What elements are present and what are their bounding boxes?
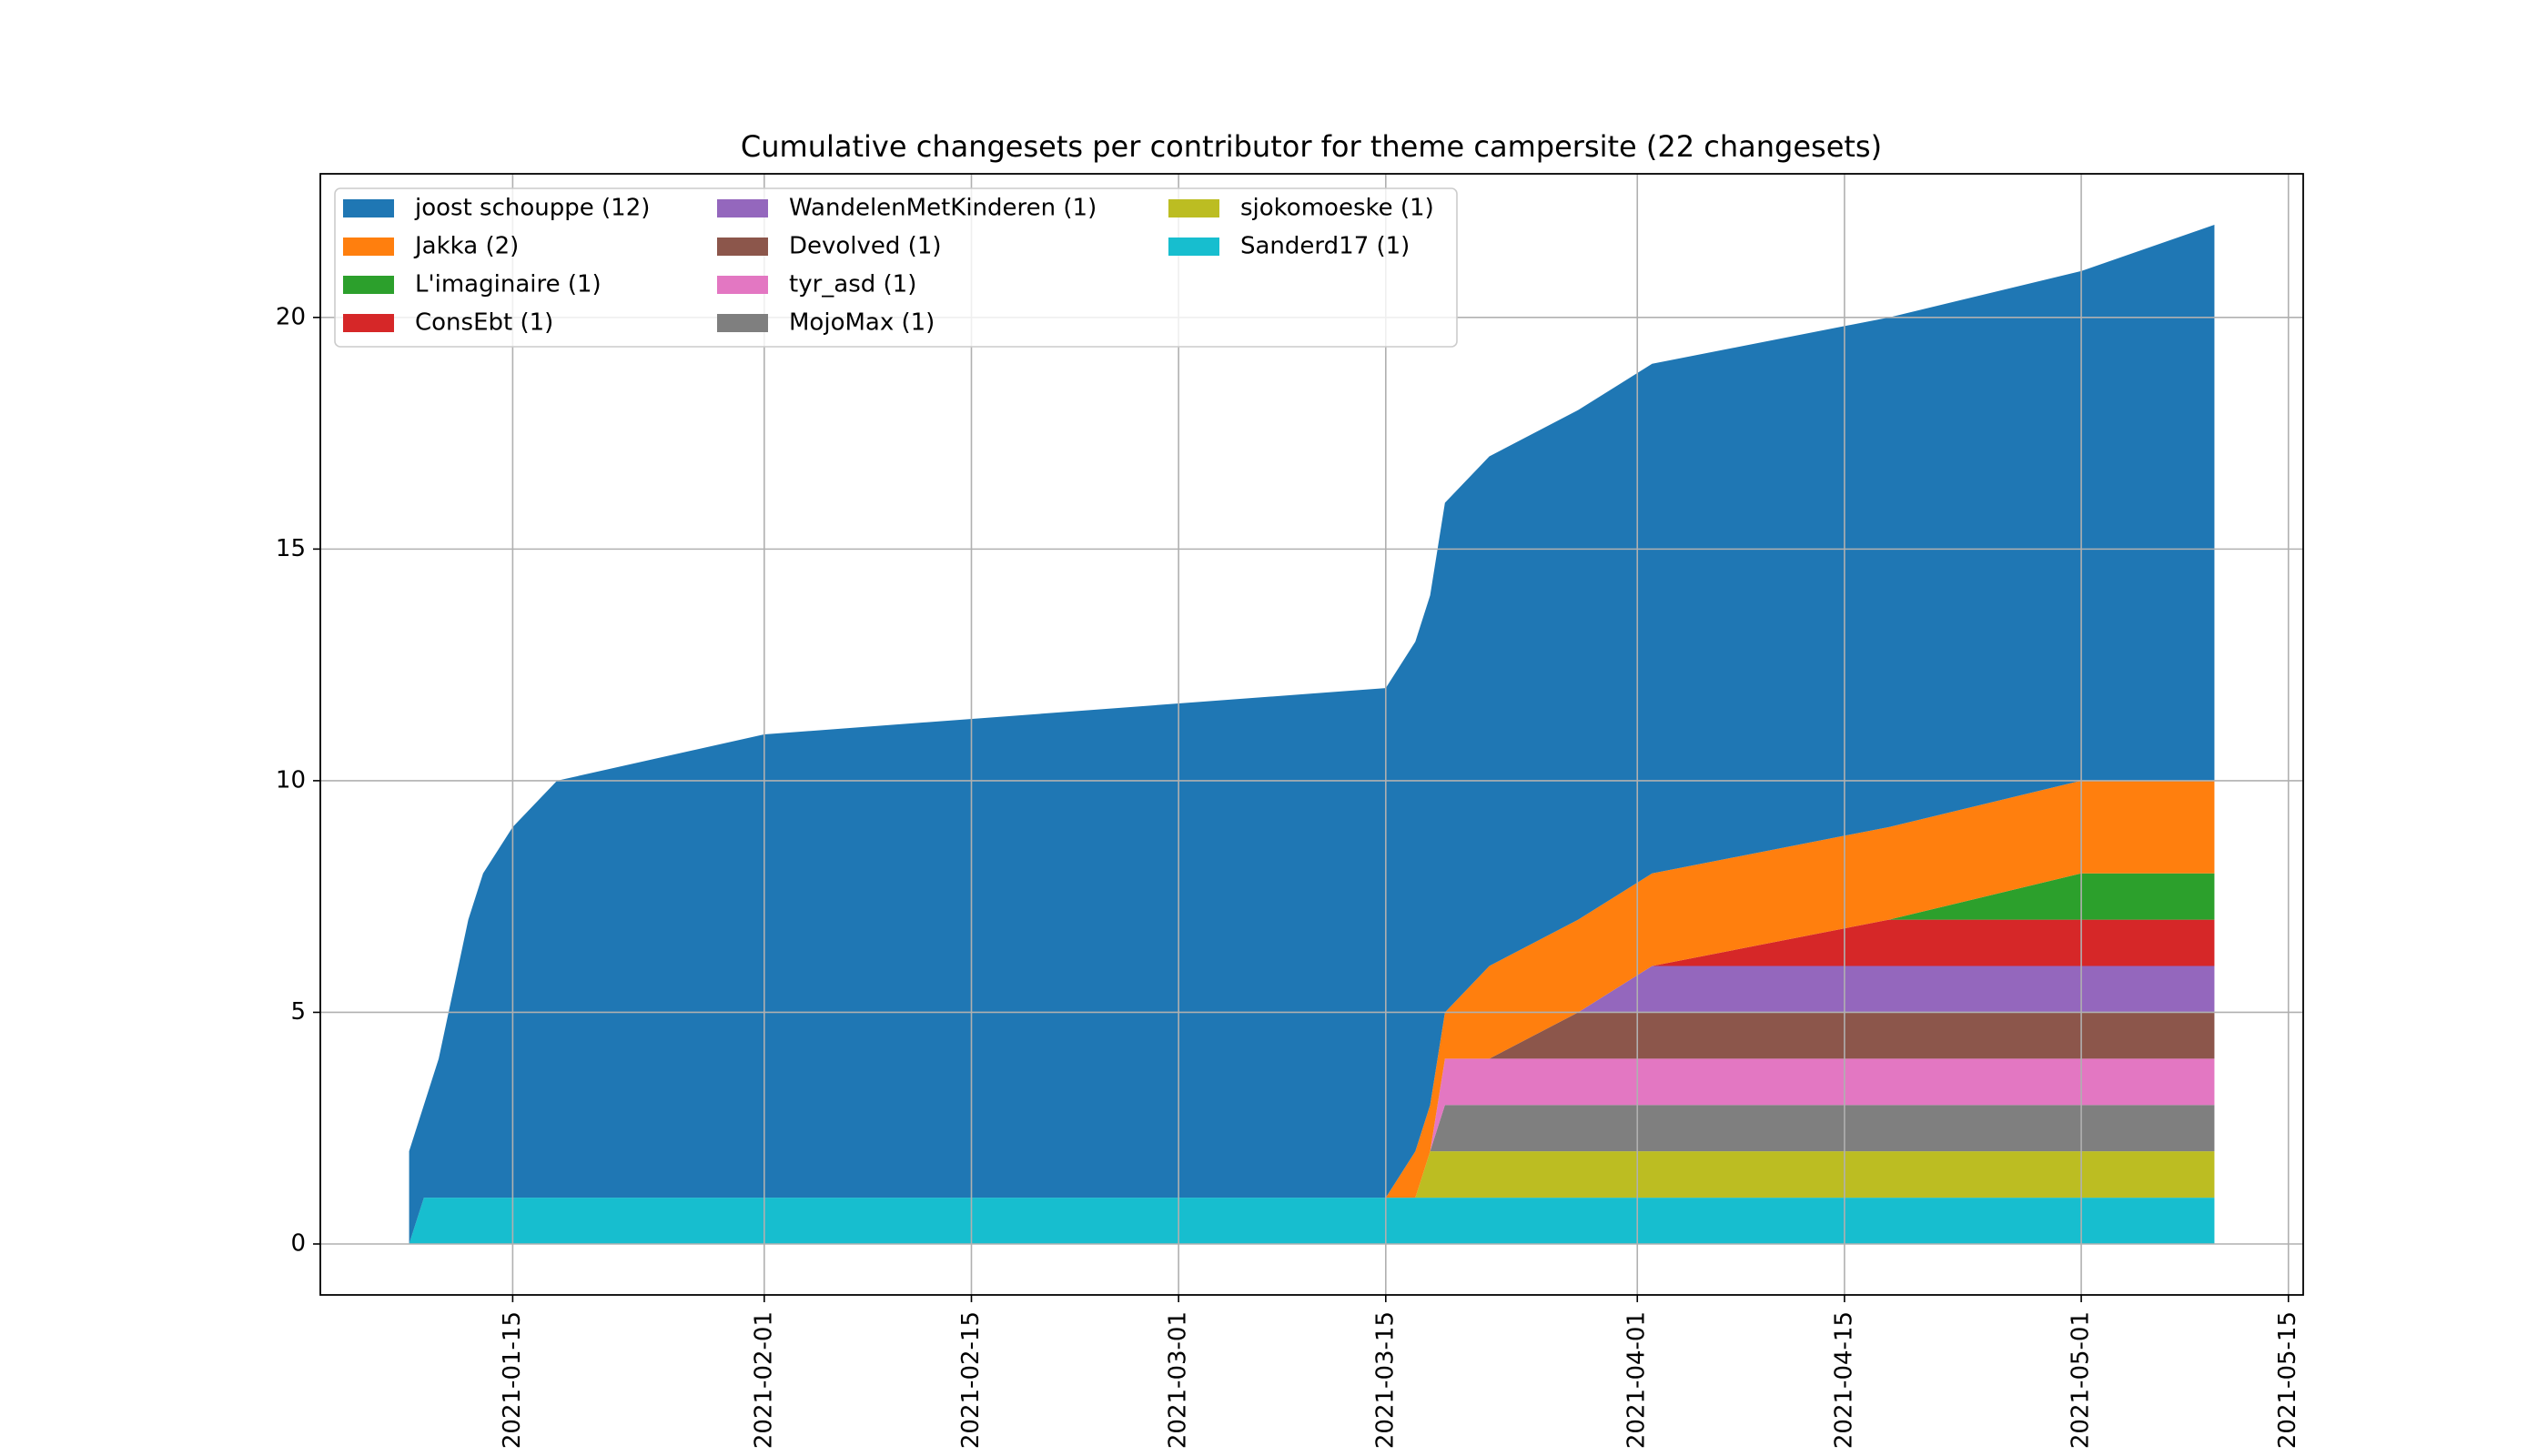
y-tick-label: 15 [276, 535, 306, 562]
area [409, 919, 2215, 1244]
legend-swatch [1168, 238, 1219, 256]
legend-swatch [717, 238, 768, 256]
area [409, 873, 2215, 1244]
legend-label: WandelenMetKinderen (1) [789, 195, 1097, 222]
area [409, 780, 2215, 1244]
x-tick-label: 2021-02-01 [750, 1311, 777, 1449]
legend-swatch [343, 314, 394, 332]
x-tick-label: 2021-05-01 [2068, 1311, 2095, 1449]
legend-swatch [343, 238, 394, 256]
y-tick-label: 20 [276, 303, 306, 330]
grid [320, 174, 2303, 1295]
x-tick-label: 2021-02-15 [957, 1311, 985, 1449]
y-tick-label: 10 [276, 766, 306, 794]
legend-label: Jakka (2) [413, 233, 519, 260]
chart-title: Cumulative changesets per contributor fo… [741, 129, 1882, 164]
legend-label: L'imaginaire (1) [415, 271, 602, 298]
x-tick-label: 2021-01-15 [499, 1311, 526, 1449]
area [409, 1012, 2215, 1244]
areas [409, 225, 2215, 1244]
x-tick-label: 2021-05-15 [2274, 1311, 2301, 1449]
legend-swatch [717, 276, 768, 294]
legend-swatch [1168, 199, 1219, 217]
area [409, 1105, 2215, 1244]
legend-label: tyr_asd (1) [789, 271, 916, 298]
legend-swatch [343, 199, 394, 217]
area [409, 1198, 2215, 1244]
legend-label: Devolved (1) [789, 233, 942, 260]
legend-label: joost schouppe (12) [414, 195, 650, 222]
legend-label: sjokomoeske (1) [1240, 195, 1434, 222]
x-tick-label: 2021-04-15 [1830, 1311, 1857, 1449]
area [409, 966, 2215, 1244]
area [409, 1151, 2215, 1244]
legend-label: Sanderd17 (1) [1240, 233, 1410, 260]
legend-box [334, 187, 1458, 348]
legend-label: ConsEbt (1) [415, 309, 553, 337]
area [409, 1058, 2215, 1244]
legend-label: MojoMax (1) [789, 309, 935, 337]
legend-swatch [717, 314, 768, 332]
y-tick-label: 5 [290, 998, 306, 1026]
x-tick-label: 2021-03-01 [1165, 1311, 1192, 1449]
plot-frame [319, 173, 2304, 1296]
legend-swatch [343, 276, 394, 294]
area [409, 225, 2215, 1244]
x-tick-label: 2021-04-01 [1623, 1311, 1651, 1449]
legend-swatch [717, 199, 768, 217]
y-tick-label: 0 [290, 1230, 306, 1258]
x-tick-label: 2021-03-15 [1371, 1311, 1399, 1449]
